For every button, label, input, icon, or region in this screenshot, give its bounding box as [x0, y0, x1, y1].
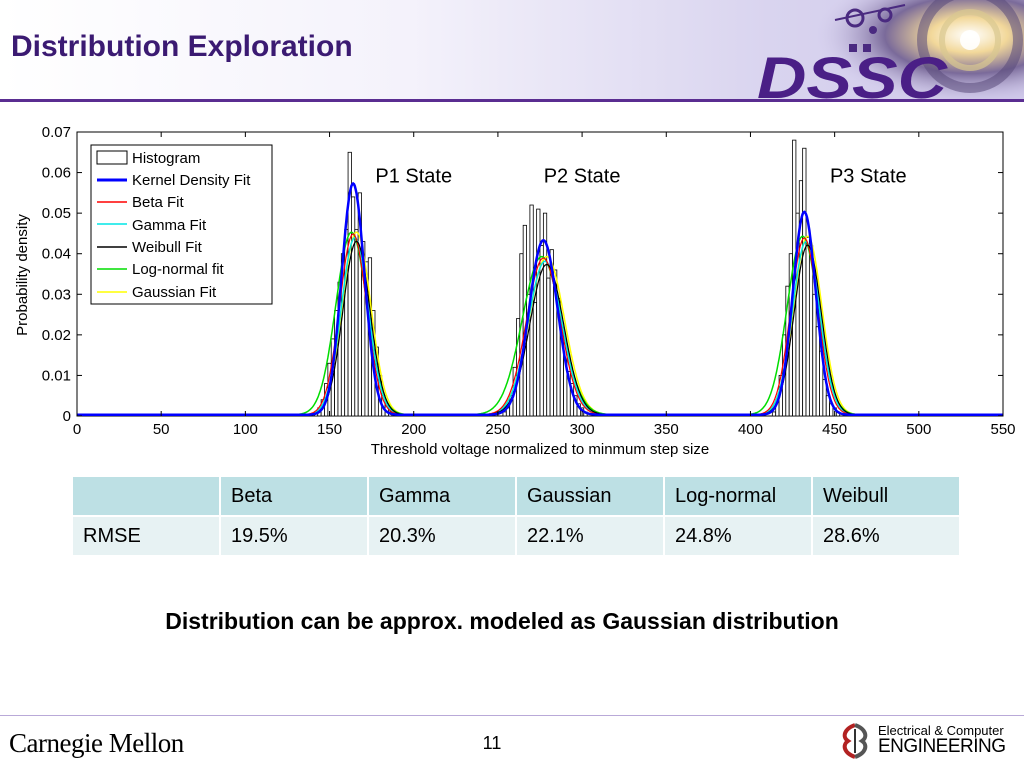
table-header-cell: [71, 475, 221, 517]
legend-entry-kernel: Kernel Density Fit: [132, 172, 251, 189]
histogram-bar: [519, 253, 524, 417]
table-header-row: Beta Gamma Gaussian Log-normal Weibull: [71, 475, 961, 517]
y-axis-label: Probability density: [14, 214, 31, 336]
distribution-chart: 0 50 100 150 200 250 300 350 400 450 500 550 0 0.01 0.…: [14, 124, 1016, 458]
x-tick-label: 100: [233, 421, 258, 438]
x-tick-label: 550: [990, 421, 1015, 438]
page-number: 11: [482, 733, 502, 753]
ece-logo: Electrical & Computer ENGINEERING: [838, 721, 1018, 761]
table-header-cell: Gaussian: [515, 475, 665, 517]
legend-entry-gamma: Gamma Fit: [132, 217, 207, 234]
table-header-cell: Log-normal: [663, 475, 813, 517]
x-axis-label: Threshold voltage normalized to minmum s…: [371, 441, 709, 458]
y-tick-label: 0.01: [42, 367, 71, 384]
table-cell: 19.5%: [219, 515, 369, 557]
table-cell: 22.1%: [515, 515, 665, 557]
kernel-density-line: [77, 181, 1003, 417]
axis-ticks: 0 50 100 150 200 250 300 350 400 450 500 550 0 0.01 0.…: [42, 124, 1016, 438]
histogram-bar: [546, 277, 551, 417]
slide-title: Distribution Exploration: [11, 30, 353, 63]
y-tick-label: 0.04: [42, 246, 71, 263]
ece-logo-line1: Electrical & Computer: [878, 723, 1004, 738]
y-tick-label: 0.06: [42, 165, 71, 182]
y-tick-label: 0.05: [42, 205, 71, 222]
histogram-bar: [532, 301, 538, 417]
x-tick-label: 0: [73, 421, 81, 438]
footer-divider: [0, 715, 1024, 716]
histogram-bar: [771, 411, 777, 417]
legend-entry-lognormal: Log-normal fit: [132, 261, 225, 278]
legend-entry-histogram: Histogram: [132, 150, 200, 167]
table-header-cell: Weibull: [811, 475, 961, 517]
x-tick-label: 350: [654, 421, 679, 438]
x-tick-label: 200: [401, 421, 426, 438]
cmu-logo: Carnegie Mellon: [9, 728, 184, 758]
legend-entry-weibull: Weibull Fit: [132, 239, 203, 256]
header-divider: [0, 99, 1024, 102]
ece-emblem-icon: [842, 723, 868, 759]
x-tick-label: 450: [822, 421, 847, 438]
legend: Histogram Kernel Density Fit Beta Fit Ga…: [90, 144, 273, 305]
histogram-bar: [354, 228, 359, 417]
histogram-bar: [802, 147, 807, 417]
x-tick-label: 150: [317, 421, 342, 438]
y-tick-label: 0.07: [42, 124, 71, 141]
x-tick-label: 400: [738, 421, 763, 438]
rmse-table: Beta Gamma Gaussian Log-normal Weibull R…: [71, 475, 961, 557]
x-tick-label: 500: [906, 421, 931, 438]
histogram-bar: [536, 208, 541, 417]
table-cell: 20.3%: [367, 515, 517, 557]
histogram-bar: [351, 196, 356, 417]
logo-text: DSSC: [757, 46, 948, 100]
table-row-label: RMSE: [71, 515, 221, 557]
legend-entry-beta: Beta Fit: [132, 194, 185, 211]
legend-entry-gaussian: Gaussian Fit: [132, 284, 217, 301]
table-row: RMSE 19.5% 20.3% 22.1% 24.8% 28.6%: [71, 515, 961, 557]
dssc-logo: DSSC: [745, 0, 1024, 100]
y-tick-label: 0: [63, 408, 71, 425]
histogram-bar: [815, 326, 820, 417]
table-cell: 28.6%: [811, 515, 961, 557]
x-tick-label: 300: [570, 421, 595, 438]
y-tick-label: 0.03: [42, 286, 71, 303]
conclusion-text: Distribution can be approx. modeled as G…: [165, 608, 839, 634]
ece-logo-line2: ENGINEERING: [878, 736, 1006, 757]
table-header-cell: Beta: [219, 475, 369, 517]
table-header-cell: Gamma: [367, 475, 517, 517]
x-tick-label: 250: [485, 421, 510, 438]
table-cell: 24.8%: [663, 515, 813, 557]
state-annotation: P3 State: [830, 166, 907, 188]
fit-curves: [77, 181, 1003, 417]
histogram-bar: [812, 293, 817, 417]
legend-swatch-histogram: [96, 150, 128, 165]
state-annotations: P1 State P2 State P3 State: [375, 166, 906, 188]
state-annotation: P1 State: [375, 166, 452, 188]
histogram-bars: [313, 139, 841, 417]
y-tick-label: 0.02: [42, 327, 71, 344]
x-tick-label: 50: [153, 421, 170, 438]
histogram-bar: [805, 237, 810, 417]
state-annotation: P2 State: [544, 166, 621, 188]
